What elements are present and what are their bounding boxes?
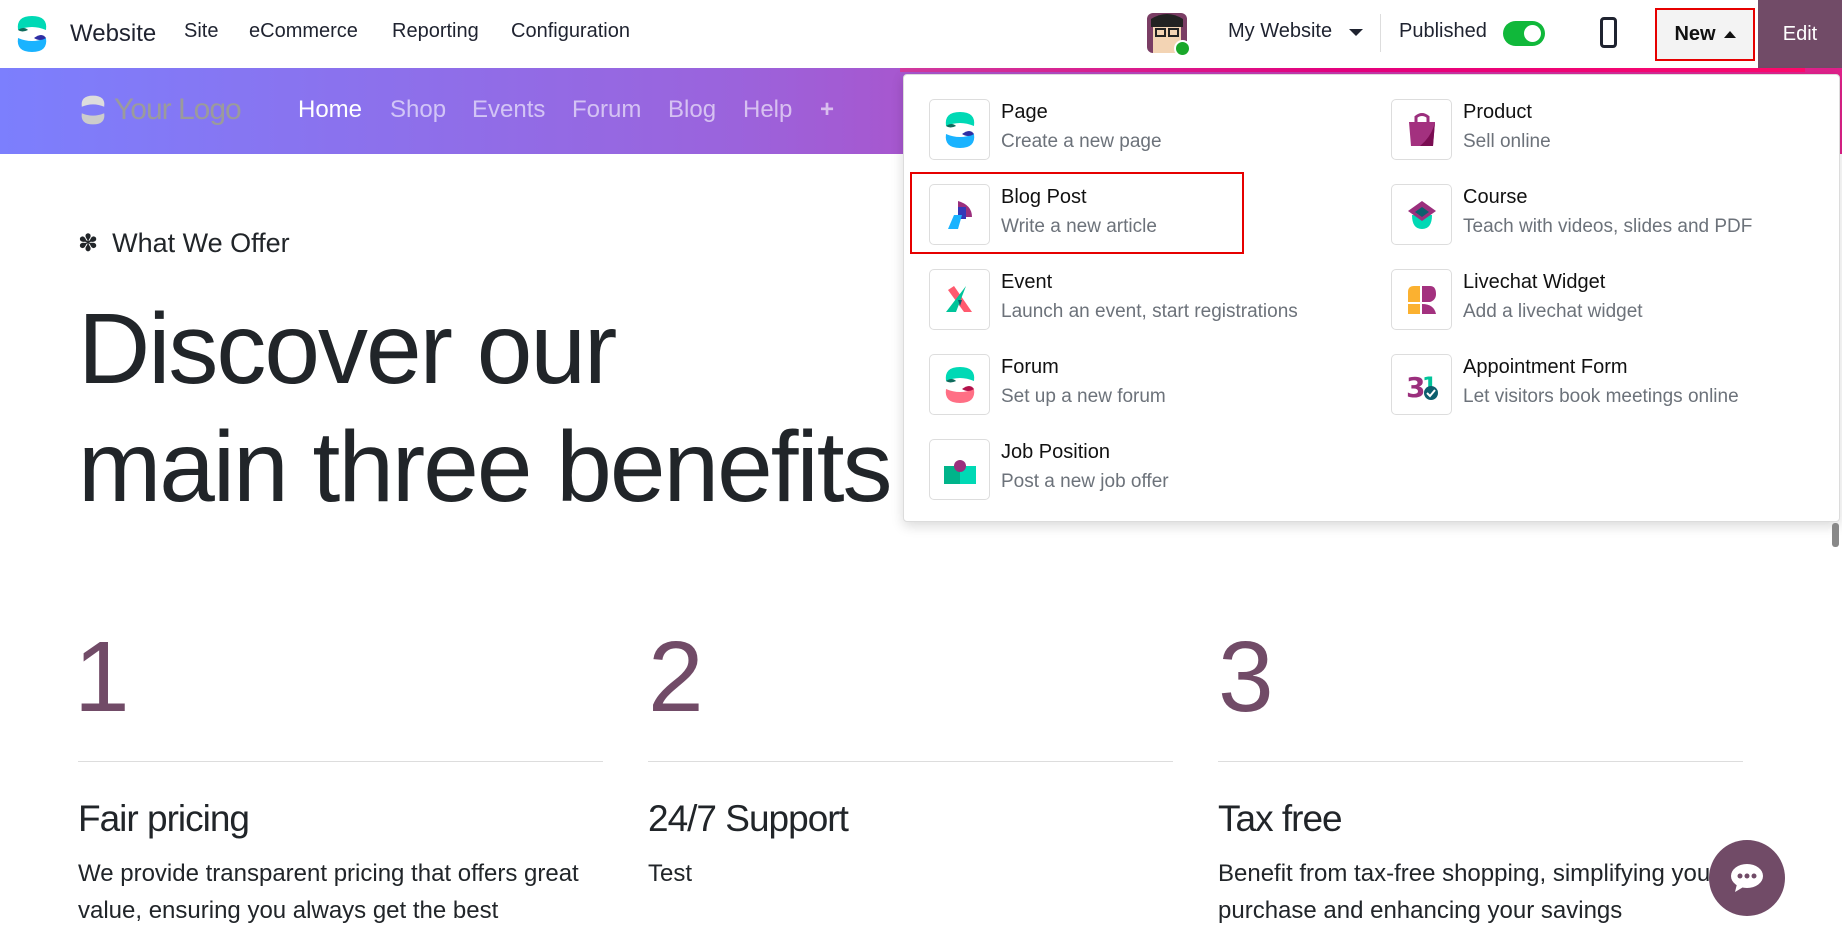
site-nav-blog[interactable]: Blog: [668, 96, 717, 123]
item-subtitle: Create a new page: [1001, 131, 1162, 152]
edit-button[interactable]: Edit: [1758, 0, 1842, 68]
benefit-number: 1: [74, 621, 130, 733]
item-title: Livechat Widget: [1463, 271, 1606, 293]
new-appointment-item[interactable]: 31 Appointment Form Let visitors book me…: [1391, 354, 1821, 418]
svg-text:3: 3: [1406, 371, 1425, 403]
avatar-face-icon: [1151, 14, 1183, 53]
section-eyebrow: ✽ What We Offer: [78, 228, 290, 259]
menu-site[interactable]: Site: [184, 20, 219, 42]
accent-line: [900, 68, 1805, 72]
menu-ecommerce[interactable]: eCommerce: [249, 20, 358, 42]
mobile-preview-icon[interactable]: [1600, 17, 1617, 48]
add-menu-item-button[interactable]: +: [820, 96, 835, 123]
new-button[interactable]: New: [1655, 8, 1755, 61]
benefit-body: We provide transparent pricing that offe…: [78, 860, 579, 924]
website-app-icon: [17, 16, 47, 52]
item-subtitle: Write a new article: [1001, 216, 1157, 237]
site-logo[interactable]: Your Logo: [78, 93, 242, 127]
item-subtitle: Let visitors book meetings online: [1463, 386, 1739, 407]
graduation-cap-icon: [1391, 184, 1452, 245]
new-course-item[interactable]: Course Teach with videos, slides and PDF: [1391, 184, 1821, 248]
divider: [1218, 761, 1743, 762]
headline-line-1: Discover our: [78, 293, 617, 405]
new-button-label: New: [1674, 23, 1716, 45]
item-subtitle: Launch an event, start registrations: [1001, 301, 1298, 322]
chat-bubble-icon: [1731, 864, 1763, 892]
site-nav-shop[interactable]: Shop: [390, 96, 447, 123]
eyebrow-text: What We Offer: [112, 228, 290, 258]
shopping-bag-icon: [1391, 99, 1452, 160]
site-nav-events[interactable]: Events: [472, 96, 546, 123]
logo-text: Your Logo: [114, 93, 242, 126]
menu-configuration[interactable]: Configuration: [511, 20, 630, 42]
online-status-icon: [1174, 40, 1191, 57]
website-selector[interactable]: My Website: [1228, 20, 1333, 42]
top-navbar: Website Site eCommerce Reporting Configu…: [0, 0, 1842, 68]
flower-icon: ✽: [78, 230, 99, 257]
logo-icon: [81, 95, 105, 125]
livechat-icon: [1391, 269, 1452, 330]
site-nav-home[interactable]: Home: [298, 96, 363, 123]
new-event-item[interactable]: Event Launch an event, start registratio…: [929, 269, 1359, 333]
item-subtitle: Sell online: [1463, 131, 1551, 152]
page-icon: [929, 99, 990, 160]
new-livechat-item[interactable]: Livechat Widget Add a livechat widget: [1391, 269, 1821, 333]
divider: [78, 761, 603, 762]
livechat-button[interactable]: [1709, 840, 1785, 916]
new-product-item[interactable]: Product Sell online: [1391, 99, 1821, 163]
blog-icon: [929, 184, 990, 245]
item-subtitle: Set up a new forum: [1001, 386, 1166, 407]
site-nav-help[interactable]: Help: [743, 96, 793, 123]
headline-line-2: main three benefits: [78, 411, 892, 523]
item-subtitle: Post a new job offer: [1001, 471, 1169, 492]
caret-down-icon[interactable]: [1349, 29, 1363, 36]
caret-up-icon: [1723, 31, 1736, 38]
item-title: Course: [1463, 186, 1528, 208]
item-title: Event: [1001, 271, 1053, 293]
menu-reporting[interactable]: Reporting: [392, 20, 479, 42]
item-title: Forum: [1001, 356, 1059, 378]
item-subtitle: Teach with videos, slides and PDF: [1463, 216, 1753, 237]
app-name: Website: [70, 20, 157, 47]
benefit-title: 24/7 Support: [648, 798, 849, 839]
published-label: Published: [1399, 20, 1487, 42]
forum-icon: [929, 354, 990, 415]
scrollbar-thumb[interactable]: [1832, 523, 1839, 547]
new-page-item[interactable]: Page Create a new page: [929, 99, 1359, 163]
item-title: Appointment Form: [1463, 356, 1628, 378]
new-content-dropdown: Page Create a new page Product Sell onli…: [903, 74, 1840, 522]
item-title: Page: [1001, 101, 1048, 123]
benefit-title: Tax free: [1218, 798, 1343, 839]
benefit-number: 2: [648, 621, 704, 733]
divider: [648, 761, 1173, 762]
benefit-body: Test: [648, 860, 693, 887]
app-brand[interactable]: Website: [14, 14, 156, 54]
blog-post-highlight: [910, 172, 1244, 254]
user-avatar[interactable]: [1147, 13, 1191, 57]
benefit-number: 3: [1218, 621, 1274, 733]
benefit-body: Benefit from tax-free shopping, simplify…: [1218, 860, 1719, 924]
item-title: Blog Post: [1001, 186, 1087, 208]
item-subtitle: Add a livechat widget: [1463, 301, 1643, 322]
job-icon: [929, 439, 990, 500]
appointment-icon: 31: [1391, 354, 1452, 415]
new-forum-item[interactable]: Forum Set up a new forum: [929, 354, 1359, 418]
benefit-title: Fair pricing: [78, 798, 250, 839]
item-title: Job Position: [1001, 441, 1110, 463]
divider: [1380, 14, 1381, 52]
published-toggle[interactable]: [1503, 21, 1545, 46]
new-job-position-item[interactable]: Job Position Post a new job offer: [929, 439, 1359, 503]
new-blog-post-item[interactable]: Blog Post Write a new article: [929, 184, 1359, 248]
event-icon: [929, 269, 990, 330]
page-headline: Discover our main three benefits: [78, 290, 892, 526]
item-title: Product: [1463, 101, 1532, 123]
site-nav-forum[interactable]: Forum: [572, 96, 642, 123]
